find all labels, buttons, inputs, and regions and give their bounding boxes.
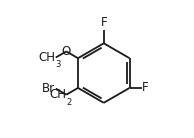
Text: O: O bbox=[62, 45, 71, 58]
Text: F: F bbox=[100, 16, 107, 29]
Text: Br: Br bbox=[42, 82, 55, 95]
Text: 2: 2 bbox=[67, 98, 72, 107]
Text: CH: CH bbox=[49, 88, 67, 101]
Text: CH: CH bbox=[38, 51, 55, 64]
Text: F: F bbox=[142, 81, 149, 94]
Text: 3: 3 bbox=[55, 60, 61, 69]
